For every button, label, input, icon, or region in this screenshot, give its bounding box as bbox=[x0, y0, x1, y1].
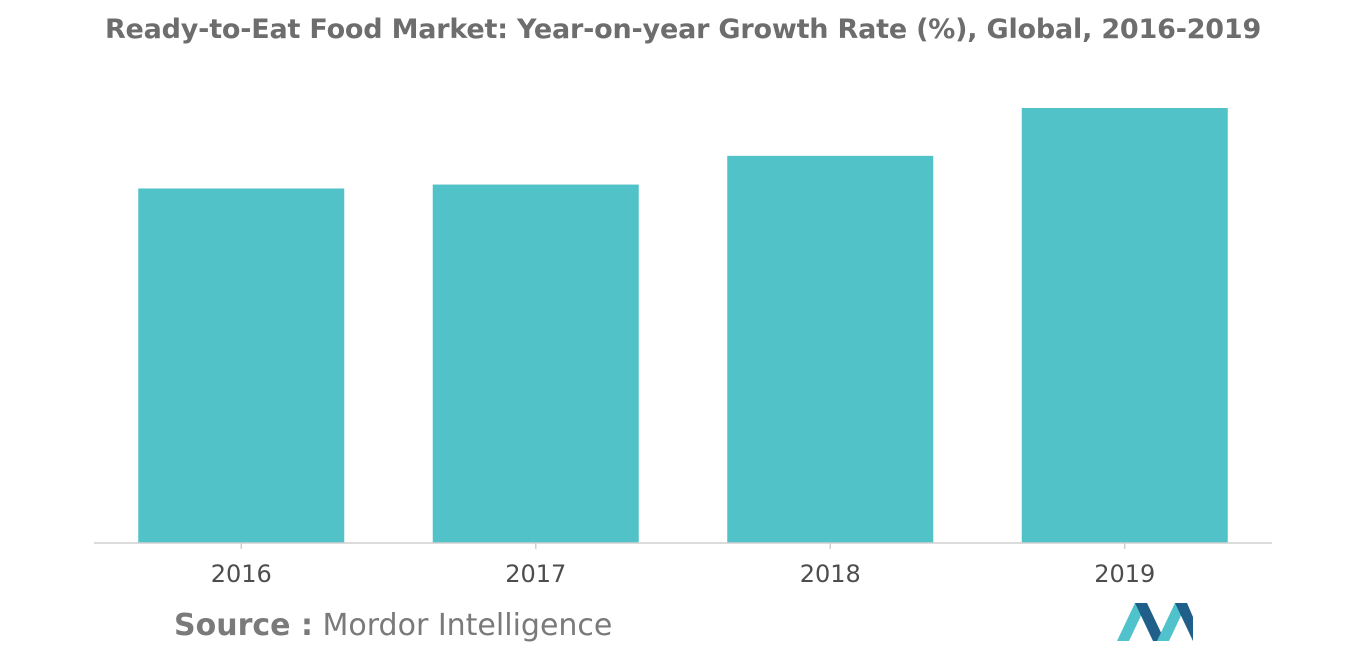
x-tick-label-2016: 2016 bbox=[211, 560, 272, 588]
x-tick-label-2019: 2019 bbox=[1094, 560, 1155, 588]
x-ticks-group bbox=[240, 543, 1126, 549]
mordor-intelligence-logo-icon bbox=[1117, 603, 1193, 641]
bar-2016 bbox=[138, 188, 345, 543]
bar-2018 bbox=[727, 155, 934, 543]
source-label: Source : bbox=[174, 608, 313, 643]
source-note: Source : Mordor Intelligence bbox=[174, 608, 612, 643]
chart-title: Ready-to-Eat Food Market: Year-on-year G… bbox=[104, 14, 1262, 45]
bar-2017 bbox=[432, 184, 639, 543]
source-text: Mordor Intelligence bbox=[322, 608, 613, 643]
x-tick-label-2018: 2018 bbox=[800, 560, 861, 588]
bar-chart: 2016 2017 2018 2019 bbox=[94, 108, 1272, 588]
bar-2019 bbox=[1021, 108, 1228, 543]
x-tick-labels-group: 2016 2017 2018 2019 bbox=[211, 560, 1156, 588]
x-tick-label-2017: 2017 bbox=[505, 560, 566, 588]
bars-group bbox=[138, 108, 1228, 543]
